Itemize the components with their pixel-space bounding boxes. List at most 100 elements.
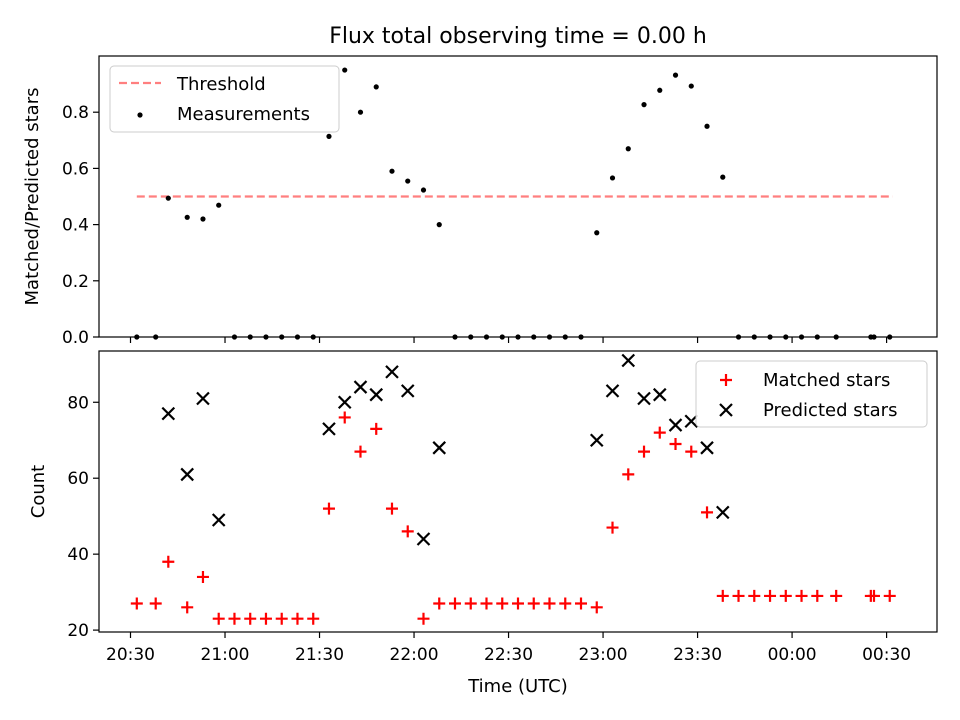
matched-star-point (764, 589, 777, 602)
measurement-point (814, 334, 820, 340)
legend-measurements-label: Measurements (177, 104, 310, 125)
predicted-star-point (621, 353, 636, 368)
chart-title: Flux total observing time = 0.00 h (329, 24, 707, 49)
top-ytick-label: 0.6 (62, 159, 89, 179)
xtick-label: 00:30 (862, 645, 911, 665)
measurement-point (704, 123, 710, 129)
measurement-point (342, 67, 348, 73)
predicted-star-point (369, 387, 384, 402)
measurement-point (767, 334, 773, 340)
measurement-point (546, 334, 553, 340)
measurement-point (783, 334, 789, 340)
top-ytick-label: 0.4 (62, 216, 89, 236)
matched-star-point (527, 597, 540, 610)
matched-star-point (338, 411, 351, 424)
predicted-star-point (211, 513, 226, 527)
matched-star-point (590, 601, 603, 614)
matched-star-point (622, 468, 635, 481)
matched-star-point (433, 597, 446, 610)
matched-star-point (685, 445, 698, 458)
measurement-point (657, 87, 663, 93)
predicted-star-point (400, 384, 415, 398)
measurement-point (562, 334, 568, 340)
matched-star-point (716, 589, 729, 602)
matched-star-point (480, 597, 493, 610)
measurement-point (594, 230, 600, 236)
matched-star-point (779, 589, 792, 602)
measurement-point (279, 334, 285, 340)
matched-star-point (496, 597, 509, 610)
bottom-ytick-label: 60 (67, 469, 89, 489)
xtick-label: 20:30 (106, 645, 155, 665)
top-legend-box (109, 65, 340, 133)
matched-star-point (130, 597, 143, 610)
xtick-label: 23:30 (673, 645, 722, 665)
predicted-star-point (605, 384, 620, 398)
matched-star-point (385, 502, 398, 515)
measurement-point (531, 334, 537, 340)
measurement-point (720, 174, 726, 180)
xtick-label: 00:00 (768, 645, 817, 665)
matched-star-point (259, 612, 272, 625)
predicted-star-point (196, 391, 210, 406)
bottom-ytick-label: 80 (67, 393, 89, 413)
predicted-star-point (637, 391, 651, 406)
xtick-label: 22:30 (484, 645, 533, 665)
measurement-point (326, 133, 332, 139)
matched-star-point (559, 597, 572, 610)
measurement-point (515, 334, 521, 340)
top-ytick-label: 0.0 (62, 328, 89, 348)
predicted-star-point (652, 387, 667, 402)
matched-star-point (354, 445, 367, 458)
matched-star-point (417, 612, 430, 625)
xtick-label: 22:00 (390, 645, 439, 665)
measurement-point (751, 334, 757, 340)
matched-star-point (883, 589, 896, 602)
measurement-point (200, 216, 206, 222)
bottom-y-axis-label: Count (28, 465, 49, 518)
matched-star-point (149, 597, 162, 610)
matched-star-point (291, 612, 304, 625)
bottom-panel: 20 40 60 80 20:30 21:00 21:30 22:00 22:30 23:00 23… (67, 350, 938, 665)
predicted-star-point (715, 505, 730, 520)
measurement-point (137, 112, 143, 118)
top-ytick-label: 0.2 (62, 272, 89, 292)
measurement-point (216, 202, 222, 208)
matched-star-point (543, 597, 556, 610)
predicted-star-point (589, 433, 604, 448)
matched-star-point (867, 589, 880, 602)
matched-star-point (212, 612, 225, 625)
bottom-frame (98, 350, 938, 633)
matched-star-point (669, 438, 682, 451)
matched-star-point (748, 589, 761, 602)
matched-star-point (228, 612, 241, 625)
legend-threshold-label: Threshold (176, 74, 266, 95)
matched-star-point (370, 422, 383, 435)
predicted-star-point (432, 441, 447, 455)
measurement-point (231, 334, 238, 340)
matched-star-point (701, 506, 714, 519)
measurement-point (436, 222, 442, 228)
predicted-star-point (385, 365, 399, 379)
measurement-point (833, 334, 839, 340)
matched-star-point (606, 521, 619, 534)
matched-star-point (307, 612, 320, 625)
measurement-point (357, 109, 364, 115)
measurement-point (578, 334, 584, 340)
legend-predicted-swatch (719, 403, 733, 417)
measurement-point (153, 334, 159, 340)
xtick-label: 21:30 (295, 645, 344, 665)
predicted-star-point (353, 380, 368, 394)
measurement-point (735, 334, 742, 340)
predicted-star-point (416, 532, 431, 546)
matched-star-point (830, 589, 843, 602)
measurement-point (247, 334, 253, 340)
matched-star-point (811, 589, 824, 602)
top-y-axis-label: Matched/Predicted stars (22, 88, 43, 306)
predicted-star-point (700, 441, 714, 455)
bottom-ytick-label: 20 (67, 621, 89, 641)
predicted-star-point (161, 406, 176, 421)
measurement-point (310, 334, 316, 340)
matched-star-point (575, 597, 588, 610)
